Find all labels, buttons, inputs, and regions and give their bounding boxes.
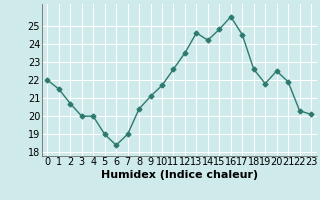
X-axis label: Humidex (Indice chaleur): Humidex (Indice chaleur) — [100, 170, 258, 180]
